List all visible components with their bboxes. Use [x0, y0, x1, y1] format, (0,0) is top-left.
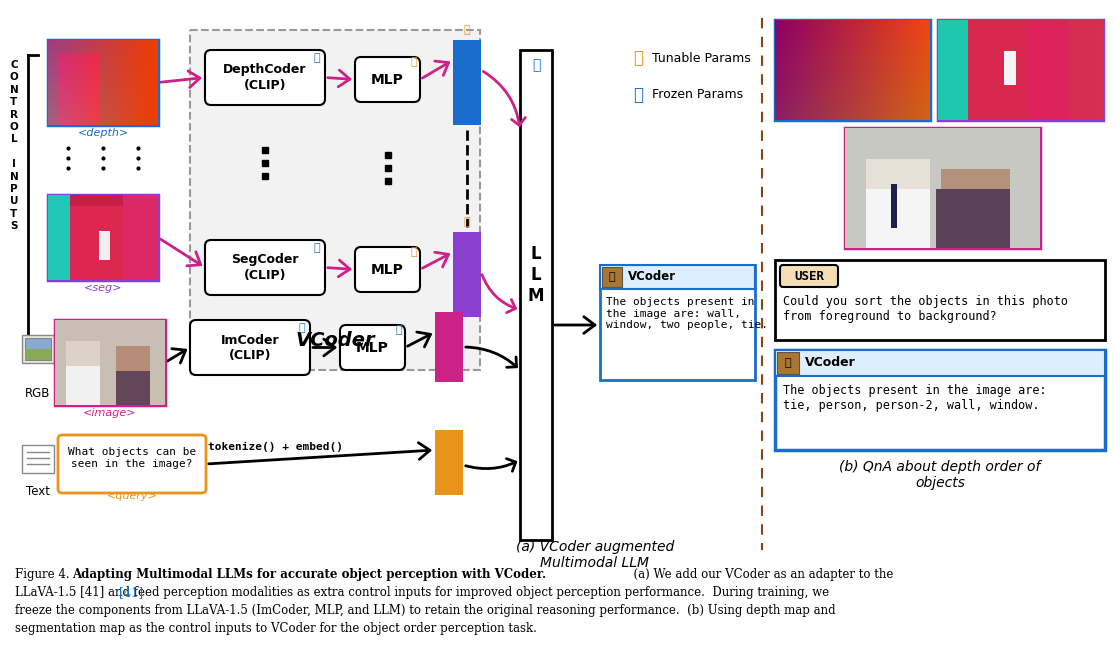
Text: 🔓: 🔓 [411, 247, 418, 257]
FancyBboxPatch shape [58, 435, 206, 493]
Text: segmentation map as the control inputs to VCoder for the object order perception: segmentation map as the control inputs t… [14, 622, 537, 635]
FancyBboxPatch shape [355, 247, 420, 292]
Text: 🔒: 🔒 [299, 323, 305, 333]
Text: MLP: MLP [356, 340, 389, 354]
Text: 🔒: 🔒 [314, 53, 321, 63]
FancyBboxPatch shape [205, 240, 325, 295]
Text: VCoder: VCoder [295, 330, 374, 350]
Bar [190, 30, 480, 370]
FancyBboxPatch shape [205, 50, 325, 105]
Text: 🔓: 🔓 [633, 49, 643, 67]
Text: VCoder: VCoder [805, 357, 856, 369]
Text: USER: USER [794, 269, 824, 283]
Bar [775, 20, 930, 120]
Bar [25, 338, 51, 360]
Bar [775, 350, 1105, 450]
Text: freeze the components from LLaVA-1.5 (ImCoder, MLP, and LLM) to retain the origi: freeze the components from LLaVA-1.5 (Im… [14, 604, 836, 617]
Bar [602, 267, 622, 287]
Text: SegCoder
(CLIP): SegCoder (CLIP) [232, 254, 299, 281]
Bar [22, 335, 53, 363]
Text: <image>: <image> [84, 408, 137, 418]
Text: L
L
M: L L M [528, 245, 545, 305]
Bar [453, 40, 481, 125]
Bar [600, 265, 755, 380]
Text: (a) VCoder augmented
Multimodal LLM: (a) VCoder augmented Multimodal LLM [516, 540, 674, 570]
Text: 🐶: 🐶 [608, 272, 615, 282]
FancyBboxPatch shape [190, 320, 310, 375]
Text: 🔒: 🔒 [633, 86, 643, 104]
Text: Could you sort the objects in this photo
from foreground to background?: Could you sort the objects in this photo… [783, 295, 1068, 323]
Text: Tunable Params: Tunable Params [652, 52, 751, 64]
Text: Text: Text [26, 485, 50, 498]
Text: tokenize() + embed(): tokenize() + embed() [208, 442, 343, 452]
Text: (b) QnA about depth order of
objects: (b) QnA about depth order of objects [839, 460, 1040, 490]
Bar [453, 232, 481, 317]
Bar [48, 40, 158, 125]
Text: Adapting Multimodal LLMs for accurate object perception with VCoder.: Adapting Multimodal LLMs for accurate ob… [72, 568, 546, 581]
Text: <seg>: <seg> [84, 283, 123, 293]
FancyBboxPatch shape [340, 325, 405, 370]
Bar [55, 320, 165, 405]
Text: Frozen Params: Frozen Params [652, 89, 743, 101]
Text: MLP: MLP [371, 73, 404, 87]
Text: 🔓: 🔓 [463, 217, 470, 227]
Text: ImCoder
(CLIP): ImCoder (CLIP) [221, 334, 280, 361]
Text: 🔓: 🔓 [463, 25, 470, 35]
Bar [48, 195, 158, 280]
Text: RGB: RGB [26, 387, 51, 400]
Text: DepthCoder
(CLIP): DepthCoder (CLIP) [223, 64, 306, 91]
Text: <query>: <query> [107, 491, 157, 501]
FancyBboxPatch shape [780, 265, 838, 287]
Bar [776, 352, 799, 374]
Text: 🔒: 🔒 [531, 58, 540, 72]
Text: LLaVA-1.5 [41] and feed perception modalities as extra control inputs for improv: LLaVA-1.5 [41] and feed perception modal… [14, 586, 829, 599]
Text: (a) We add our VCoder as an adapter to the: (a) We add our VCoder as an adapter to t… [626, 568, 893, 581]
Bar [434, 312, 463, 382]
Bar [434, 430, 463, 495]
Text: 🐶: 🐶 [784, 358, 791, 368]
Text: 🔒: 🔒 [314, 243, 321, 253]
Text: C
O
N
T
R
O
L
 
I
N
P
U
T
S: C O N T R O L I N P U T S [10, 60, 18, 231]
Bar [25, 349, 51, 360]
Text: Figure 4.: Figure 4. [14, 568, 77, 581]
Text: 🔓: 🔓 [411, 57, 418, 67]
Bar [520, 50, 553, 540]
Text: What objects can be
seen in the image?: What objects can be seen in the image? [68, 447, 196, 469]
Bar [775, 350, 1105, 376]
Text: VCoder: VCoder [628, 271, 676, 283]
FancyBboxPatch shape [355, 57, 420, 102]
Bar [775, 260, 1105, 340]
Text: 🔒: 🔒 [395, 325, 402, 335]
Text: The objects present in the image are:
tie, person, person-2, wall, window.: The objects present in the image are: ti… [783, 384, 1047, 412]
Bar [600, 265, 755, 289]
Text: <depth>: <depth> [77, 128, 128, 138]
Text: [41]: [41] [119, 586, 143, 599]
Bar [22, 445, 53, 473]
Text: The objects present in
the image are: wall,
window, two people, tie.: The objects present in the image are: wa… [606, 297, 768, 330]
Text: MLP: MLP [371, 263, 404, 277]
Bar [846, 128, 1040, 248]
Bar [938, 20, 1103, 120]
